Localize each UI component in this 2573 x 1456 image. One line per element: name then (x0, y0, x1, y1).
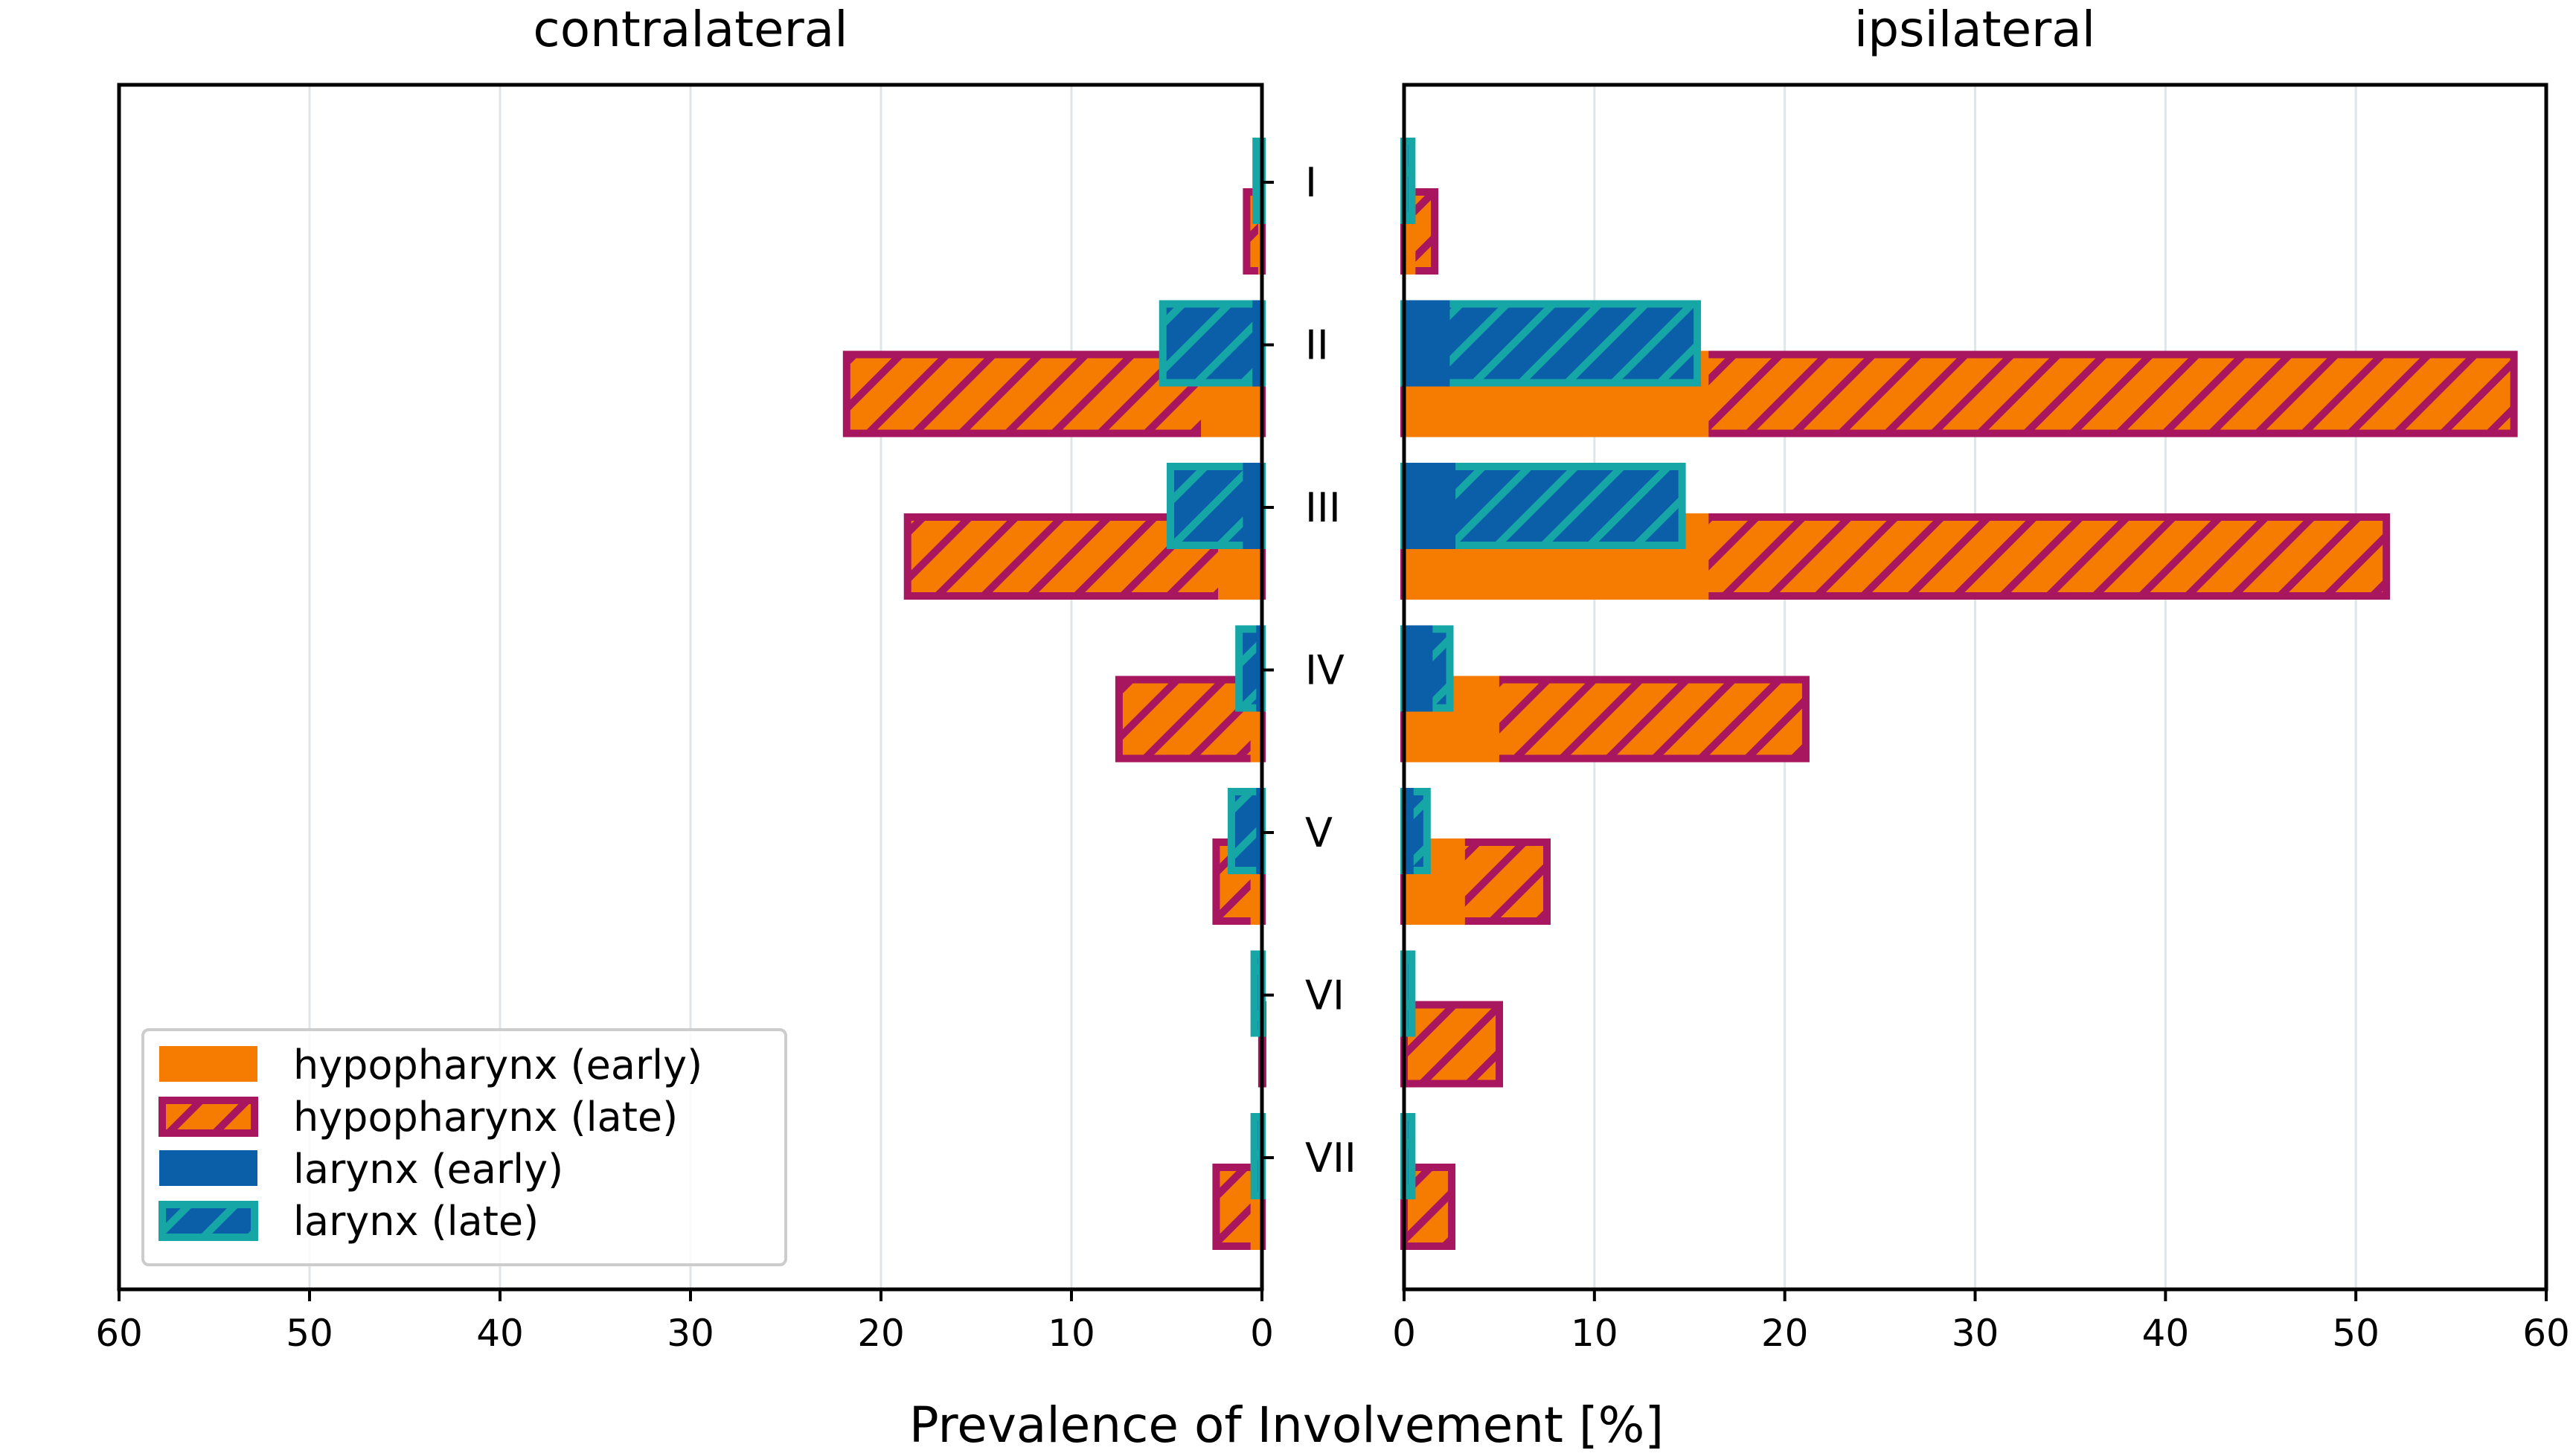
x-tick-label-contralateral: 60 (95, 1312, 143, 1355)
bar-contralateral-larynx-early-iv (1256, 625, 1262, 712)
level-label-i: I (1305, 159, 1317, 206)
bars (842, 138, 2518, 1250)
level-label-vi: VI (1305, 972, 1345, 1019)
x-tick-label-contralateral: 50 (286, 1312, 333, 1355)
legend-label-larynx-early: larynx (early) (293, 1146, 563, 1193)
level-label-v: V (1305, 809, 1333, 856)
bar-ipsilateral-hypopharynx-late-vi (1400, 1001, 1504, 1088)
bar-ipsilateral-larynx-early-iii (1404, 463, 1456, 549)
x-tick-label-contralateral: 20 (857, 1312, 905, 1355)
level-label-iii: III (1305, 484, 1341, 531)
legend-swatch-larynx-late (158, 1201, 258, 1241)
x-tick-label-contralateral: 10 (1048, 1312, 1095, 1355)
x-tick-label-ipsilateral: 20 (1761, 1312, 1809, 1355)
bar-contralateral-hypopharynx-early-i (1257, 188, 1262, 275)
legend: hypopharynx (early) hypopharynx (late) l… (141, 1028, 787, 1266)
level-label-vii: VII (1305, 1135, 1356, 1181)
x-tick-label-contralateral: 40 (476, 1312, 524, 1355)
x-tick-label-ipsilateral: 10 (1571, 1312, 1618, 1355)
x-tick-label-ipsilateral: 30 (1952, 1312, 1999, 1355)
legend-swatch-hypopharynx-late (158, 1097, 258, 1137)
level-label-ii: II (1305, 322, 1329, 369)
panel-title-ipsilateral: ipsilateral (1854, 1, 2095, 58)
legend-label-hypopharynx-late: hypopharynx (late) (293, 1094, 678, 1141)
x-tick-label-ipsilateral: 0 (1392, 1312, 1416, 1355)
bar-contralateral-larynx-early-iii (1243, 463, 1262, 549)
x-tick-label-ipsilateral: 40 (2142, 1312, 2190, 1355)
bar-ipsilateral-larynx-early-v (1404, 788, 1414, 874)
bar-ipsilateral-larynx-late-ii (1400, 300, 1702, 387)
bar-contralateral-larynx-late-ii (1159, 300, 1266, 387)
bar-ipsilateral-larynx-early-ii (1404, 300, 1450, 387)
legend-label-larynx-late: larynx (late) (293, 1198, 539, 1245)
panel-title-contralateral: contralateral (533, 1, 847, 58)
x-tick-label-contralateral: 30 (667, 1312, 714, 1355)
bar-ipsilateral-larynx-early-iv (1404, 625, 1433, 712)
bar-contralateral-larynx-early-ii (1252, 300, 1262, 387)
x-tick-label-ipsilateral: 60 (2522, 1312, 2570, 1355)
x-axis-title: Prevalence of Involvement [%] (909, 1396, 1664, 1454)
legend-box (141, 1028, 787, 1266)
legend-swatch-larynx-early (159, 1150, 257, 1186)
x-tick-label-ipsilateral: 50 (2332, 1312, 2380, 1355)
level-label-iv: IV (1305, 647, 1345, 694)
legend-label-hypopharynx-early: hypopharynx (early) (293, 1042, 702, 1088)
x-tick-label-contralateral: 0 (1250, 1312, 1274, 1355)
legend-swatch-hypopharynx-early (159, 1046, 257, 1082)
bar-contralateral-larynx-early-v (1256, 788, 1262, 874)
